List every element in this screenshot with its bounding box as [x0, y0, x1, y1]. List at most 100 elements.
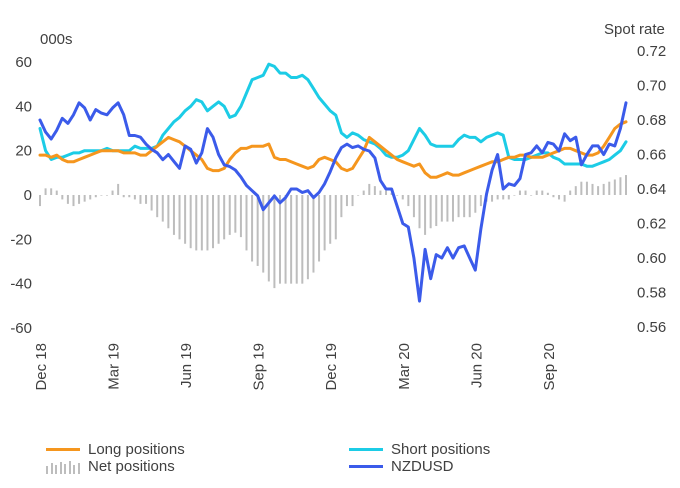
net-position-bar — [256, 195, 259, 266]
net-position-bar — [150, 195, 153, 211]
net-position-bar — [55, 190, 58, 195]
net-position-bar — [591, 183, 594, 195]
net-position-bar — [100, 195, 103, 196]
net-position-bar — [613, 179, 616, 195]
net-position-bar — [50, 188, 53, 195]
left-tick-label: -20 — [10, 231, 32, 248]
net-position-bar — [228, 195, 231, 235]
net-position-bar — [189, 195, 192, 249]
net-position-bar — [513, 195, 516, 196]
x-tick-label: Mar 19 — [106, 343, 123, 390]
net-position-bar — [351, 195, 354, 207]
net-position-bar — [585, 181, 588, 195]
left-tick-label: 20 — [15, 143, 32, 160]
net-position-bar — [89, 195, 92, 200]
net-position-bar — [145, 195, 148, 204]
net-position-bar — [306, 195, 309, 280]
net-position-bar — [61, 195, 64, 200]
x-axis-ticks: Dec 18 Mar 19 Jun 19 Sep 19 Dec 19 Mar 20 Jun … — [33, 343, 558, 391]
net-position-bar — [262, 195, 265, 273]
right-tick-label: 0.72 — [637, 43, 666, 60]
net-position-bar — [390, 192, 393, 195]
net-position-bar — [234, 195, 237, 233]
net-position-bar — [117, 183, 120, 195]
nzdusd-line — [38, 101, 628, 303]
left-axis-unit-label: 000s — [40, 31, 73, 48]
x-tick-label: Jun 20 — [468, 343, 485, 388]
net-position-bar — [608, 181, 611, 195]
net-position-bar — [541, 190, 544, 195]
legend-short-positions: Short positions — [349, 441, 490, 458]
x-tick-label: Dec 18 — [33, 343, 50, 391]
legend-long-swatch — [46, 448, 80, 451]
net-position-bar — [178, 195, 181, 240]
x-tick-label: Jun 19 — [178, 343, 195, 388]
net-position-bar — [435, 195, 438, 227]
net-position-bar — [457, 195, 460, 218]
net-position-bar — [451, 195, 454, 222]
legend-short-label: Short positions — [391, 441, 491, 458]
net-position-bar — [401, 195, 404, 200]
net-position-bar — [161, 195, 164, 222]
net-position-bar — [424, 195, 427, 235]
right-tick-label: 0.62 — [637, 216, 666, 233]
right-tick-label: 0.56 — [637, 319, 666, 336]
right-tick-label: 0.60 — [637, 250, 666, 267]
x-tick-label: Mar 20 — [396, 343, 413, 390]
net-position-bar — [524, 190, 527, 195]
net-position-bar — [295, 195, 298, 284]
net-position-bar — [357, 195, 360, 196]
short-positions-line — [38, 62, 628, 168]
x-tick-label: Sep 20 — [541, 343, 558, 391]
net-position-bar — [463, 195, 466, 218]
net-position-bar — [223, 195, 226, 240]
net-position-bar — [496, 195, 499, 200]
net-position-bar — [334, 195, 337, 240]
right-tick-label: 0.70 — [637, 78, 666, 95]
net-position-bar — [167, 195, 170, 229]
legend-long-positions: Long positions — [46, 441, 185, 458]
net-position-bar — [251, 195, 254, 262]
right-axis-unit-label: Spot rate — [604, 21, 665, 38]
net-position-bar — [284, 195, 287, 284]
net-position-bar — [78, 195, 81, 204]
net-position-bar — [373, 186, 376, 195]
net-position-bar — [105, 195, 108, 196]
net-position-bar — [217, 195, 220, 244]
net-position-bar — [502, 195, 505, 200]
net-position-bar — [619, 177, 622, 195]
left-tick-label: 60 — [15, 54, 32, 71]
net-position-bar — [301, 195, 304, 284]
right-tick-label: 0.68 — [637, 112, 666, 129]
net-position-bar — [273, 195, 276, 289]
legend-net-positions: Net positions — [46, 458, 175, 475]
net-position-bar — [385, 190, 388, 195]
net-position-bar — [474, 195, 477, 213]
net-position-bar — [446, 195, 449, 222]
long-positions-line — [38, 120, 628, 179]
right-tick-label: 0.58 — [637, 285, 666, 302]
net-position-bar — [418, 195, 421, 229]
left-tick-label: -40 — [10, 276, 32, 293]
legend-long-label: Long positions — [88, 441, 185, 458]
net-position-bar — [468, 195, 471, 218]
series-lines — [38, 62, 628, 303]
net-position-bar — [558, 195, 561, 200]
net-position-bar — [318, 195, 321, 262]
net-position-bar — [94, 195, 97, 198]
net-position-bar — [172, 195, 175, 235]
right-axis-ticks: 0.72 0.70 0.68 0.66 0.64 0.62 0.60 0.58 0.56 — [637, 43, 666, 336]
net-position-bar — [200, 195, 203, 251]
x-tick-label: Dec 19 — [323, 343, 340, 391]
net-position-bar — [362, 190, 365, 195]
legend-short-swatch — [349, 448, 383, 451]
net-position-bar — [340, 195, 343, 218]
net-position-bar — [239, 195, 242, 238]
net-position-bar — [156, 195, 159, 218]
net-position-bar — [574, 186, 577, 195]
net-position-bar — [278, 195, 281, 284]
net-position-bar — [329, 195, 332, 244]
net-position-bar — [72, 195, 75, 207]
net-position-bar — [206, 195, 209, 251]
net-position-bar — [396, 195, 399, 196]
